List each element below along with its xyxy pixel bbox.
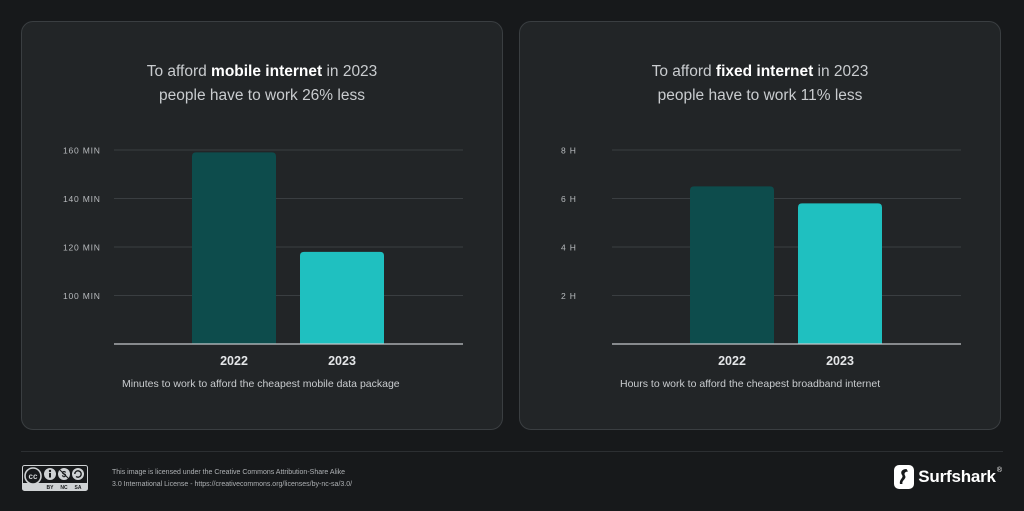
title-highlight: mobile internet bbox=[211, 63, 323, 80]
creative-commons-license-icon[interactable]: cc $ BY NC SA bbox=[22, 465, 88, 491]
chart-caption: Minutes to work to afford the cheapest m… bbox=[122, 378, 400, 390]
title-prefix: To afford bbox=[146, 63, 212, 80]
chart-caption: Hours to work to afford the cheapest bro… bbox=[620, 378, 881, 390]
license-line-1: This image is licensed under the Creativ… bbox=[112, 469, 346, 476]
bar-2023 bbox=[798, 203, 882, 344]
y-tick-label: 140 MIN bbox=[63, 194, 101, 204]
cc-label-nc: NC bbox=[60, 485, 68, 491]
y-tick-label: 4 H bbox=[561, 243, 577, 253]
footer-divider bbox=[21, 451, 1003, 452]
title-line-2: people have to work 11% less bbox=[657, 87, 863, 104]
title-line-2: people have to work 26% less bbox=[159, 87, 365, 104]
title-highlight: fixed internet bbox=[715, 63, 814, 80]
fixed-internet-card: To afford fixed internet in 2023 people … bbox=[519, 21, 1001, 430]
x-tick-label: 2023 bbox=[826, 354, 854, 368]
x-tick-label: 2023 bbox=[328, 354, 356, 368]
registered-mark: ® bbox=[996, 467, 1002, 474]
y-tick-label: 160 MIN bbox=[63, 146, 101, 156]
chart-title: To afford mobile internet in 2023 people… bbox=[22, 60, 502, 108]
brand-name: Surfshark bbox=[918, 467, 996, 486]
bar-2022 bbox=[192, 152, 276, 344]
mobile-internet-card: To afford mobile internet in 2023 people… bbox=[21, 21, 503, 430]
y-tick-label: 8 H bbox=[561, 146, 577, 156]
chart-title: To afford fixed internet in 2023 people … bbox=[520, 60, 1000, 108]
svg-text:cc: cc bbox=[29, 472, 38, 481]
bar-2022 bbox=[690, 186, 774, 344]
cc-label-by: BY bbox=[47, 485, 55, 491]
title-suffix: in 2023 bbox=[322, 63, 378, 80]
title-prefix: To afford bbox=[651, 63, 716, 80]
x-tick-label: 2022 bbox=[220, 354, 248, 368]
surfshark-logo[interactable]: Surfshark ® bbox=[894, 464, 1002, 490]
mobile-internet-bar-chart: 100 MIN 120 MIN 140 MIN 160 MIN 2022 2023 bbox=[63, 146, 463, 368]
license-line-2[interactable]: 3.0 International License - https://crea… bbox=[112, 481, 353, 488]
license-text: This image is licensed under the Creativ… bbox=[112, 467, 352, 491]
cc-label-sa: SA bbox=[75, 485, 82, 491]
y-tick-label: 6 H bbox=[561, 194, 577, 204]
bar-2023 bbox=[300, 251, 384, 344]
y-tick-label: 100 MIN bbox=[63, 291, 101, 301]
fixed-internet-bar-chart: 2 H 4 H 6 H 8 H 2022 2023 bbox=[561, 146, 961, 368]
y-tick-label: 120 MIN bbox=[63, 243, 101, 253]
surfshark-logo-icon bbox=[894, 465, 915, 489]
title-suffix: in 2023 bbox=[813, 63, 869, 80]
x-tick-label: 2022 bbox=[718, 354, 746, 368]
y-tick-label: 2 H bbox=[561, 291, 577, 301]
